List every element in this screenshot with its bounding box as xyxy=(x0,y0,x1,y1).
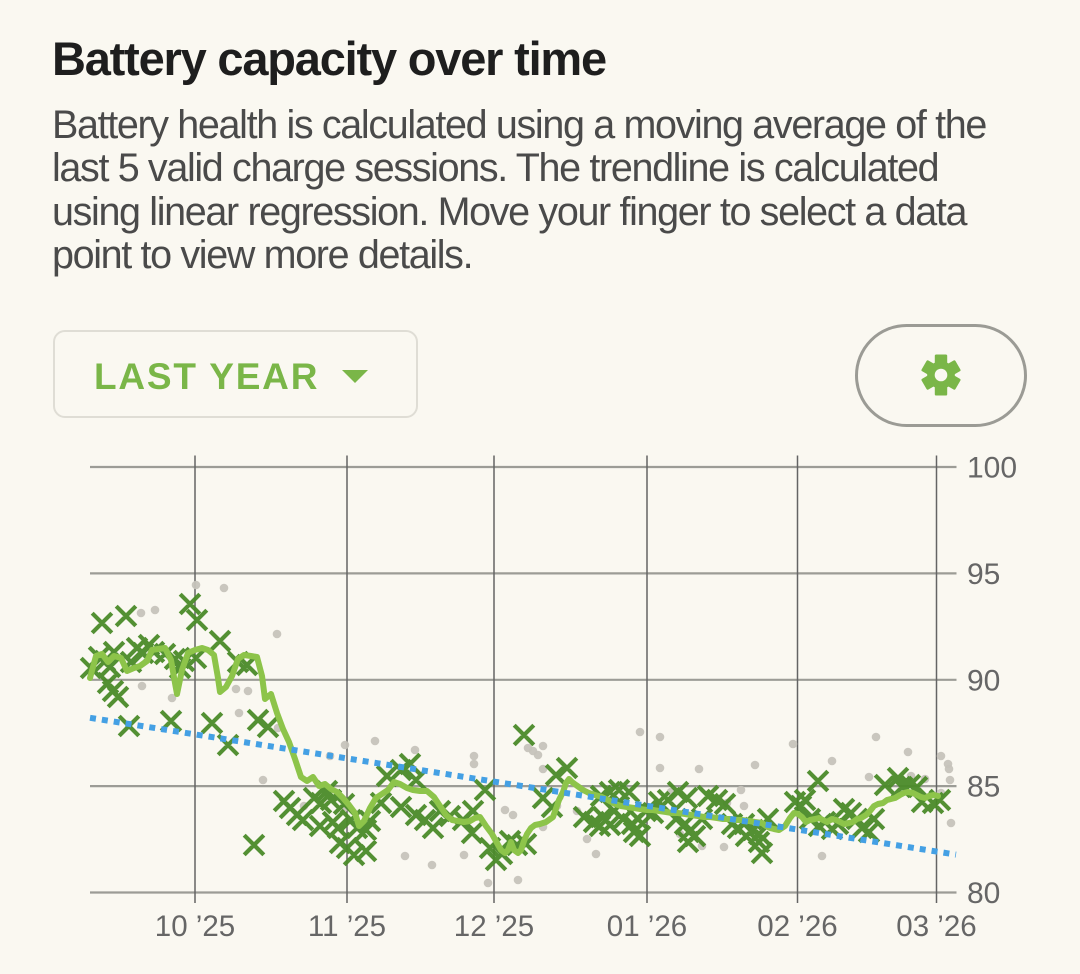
svg-text:100: 100 xyxy=(967,452,1017,485)
svg-text:80: 80 xyxy=(967,877,1000,910)
svg-text:01 ’26: 01 ’26 xyxy=(607,910,687,943)
svg-text:90: 90 xyxy=(967,664,1000,697)
svg-text:95: 95 xyxy=(967,558,1000,591)
svg-text:85: 85 xyxy=(967,771,1000,804)
svg-text:02 ’26: 02 ’26 xyxy=(757,910,837,943)
svg-text:12 ’25: 12 ’25 xyxy=(454,910,534,943)
svg-text:03 ’26: 03 ’26 xyxy=(896,910,976,943)
svg-text:10 ’25: 10 ’25 xyxy=(155,910,235,943)
svg-text:11 ’25: 11 ’25 xyxy=(308,910,386,943)
